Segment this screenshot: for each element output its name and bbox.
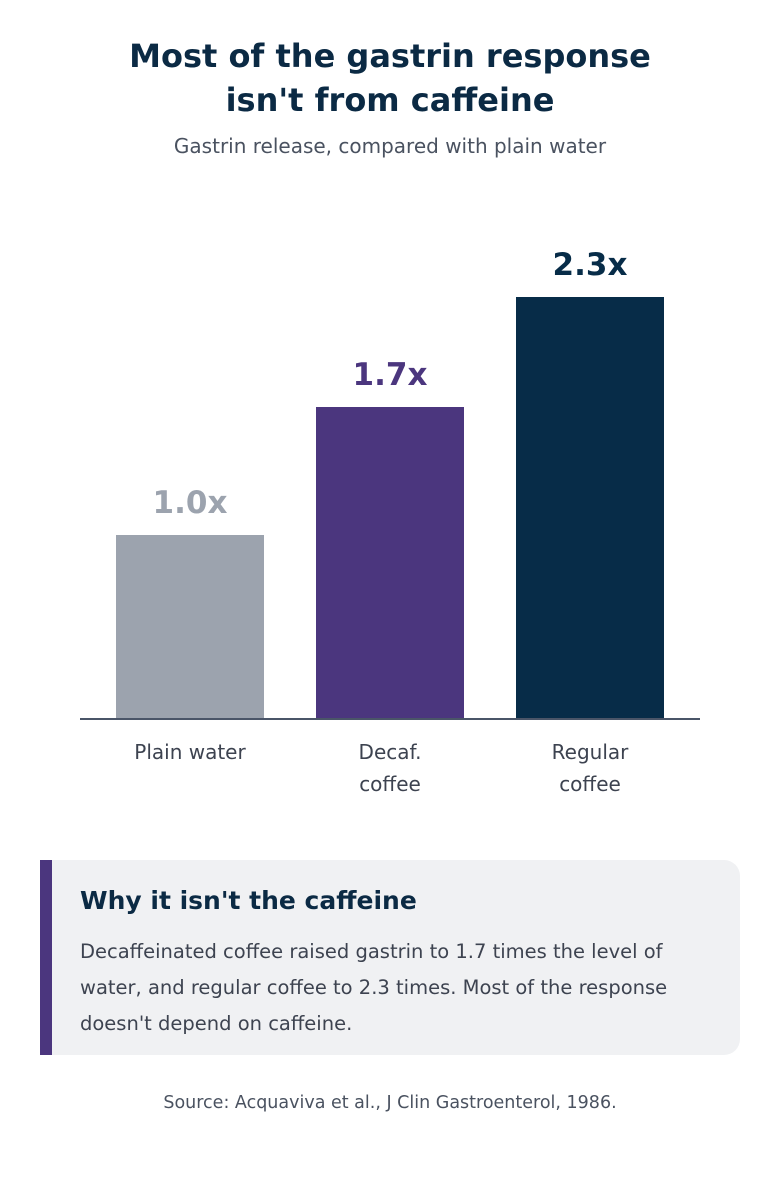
- x-tick-label: Regular coffee: [551, 740, 629, 796]
- bar: [116, 535, 264, 718]
- callout: Why it isn't the caffeine Decaffeinated …: [40, 860, 740, 1055]
- x-tick-label: Plain water: [134, 740, 246, 764]
- source: Source: Acquaviva et al., J Clin Gastroe…: [163, 1093, 617, 1113]
- bar: [316, 406, 464, 718]
- callout-title: Why it isn't the caffeine: [80, 886, 417, 915]
- baseline: [80, 718, 700, 720]
- value-label: 2.3x: [552, 247, 628, 284]
- chart-title: Most of the gastrin response isn't from …: [129, 37, 651, 119]
- value-label: 1.0x: [152, 485, 228, 521]
- chart-subtitle: Gastrin release, compared with plain wat…: [173, 134, 607, 158]
- callout-text: Decaffeinated coffee raised gastrin to 1…: [80, 940, 668, 1035]
- bar: [516, 297, 664, 718]
- value-label: 1.7x: [352, 356, 428, 393]
- x-tick-label: Decaf. coffee: [358, 740, 422, 796]
